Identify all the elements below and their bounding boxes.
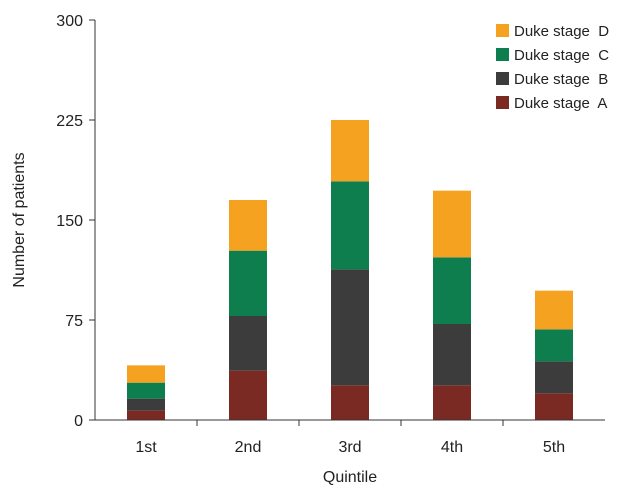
bar-segment	[331, 120, 369, 182]
legend-label: Duke stage C	[514, 47, 609, 64]
bar-segment	[229, 250, 267, 316]
y-tick-label: 0	[74, 413, 83, 430]
bars-group	[127, 120, 573, 420]
legend-swatch	[496, 48, 509, 61]
x-tick-label: 3rd	[338, 439, 361, 456]
bar-segment	[535, 361, 573, 394]
bar-segment	[127, 398, 165, 411]
legend-label: Duke stage A	[514, 95, 607, 112]
y-tick-label: 225	[56, 113, 83, 130]
x-tick-label: 2nd	[235, 439, 262, 456]
y-tick-label: 150	[56, 213, 83, 230]
bar-segment	[535, 393, 573, 420]
y-tick-label: 75	[65, 313, 83, 330]
x-ticks: 1st 2nd 3rd 4th 5th	[135, 420, 565, 456]
bar-segment	[331, 385, 369, 420]
legend-label: Duke stage B	[514, 71, 608, 88]
bar-segment	[229, 370, 267, 420]
bar-segment	[535, 290, 573, 330]
x-tick-label: 4th	[441, 439, 463, 456]
bar-segment	[127, 382, 165, 399]
y-tick-label: 300	[56, 13, 83, 30]
bar-segment	[331, 181, 369, 270]
bar-segment	[331, 269, 369, 386]
bar-segment	[229, 200, 267, 251]
bar-segment	[535, 329, 573, 362]
bar-segment	[229, 316, 267, 371]
legend-swatch	[496, 24, 509, 37]
bar-segment	[433, 257, 471, 324]
x-tick-label: 5th	[543, 439, 565, 456]
bar-segment	[433, 385, 471, 420]
y-axis-title: Number of patients	[11, 152, 28, 287]
legend-swatch	[496, 96, 509, 109]
bar-segment	[127, 410, 165, 420]
x-axis-title: Quintile	[323, 469, 377, 486]
bar-segment	[127, 365, 165, 383]
x-tick-label: 1st	[135, 439, 157, 456]
bar-segment	[433, 324, 471, 386]
legend: Duke stage D Duke stage C Duke stage B Duke…	[496, 23, 609, 112]
legend-label: Duke stage D	[514, 23, 609, 40]
bar-segment	[433, 190, 471, 258]
y-ticks: 0 75 150 225 300	[56, 13, 95, 430]
legend-swatch	[496, 72, 509, 85]
